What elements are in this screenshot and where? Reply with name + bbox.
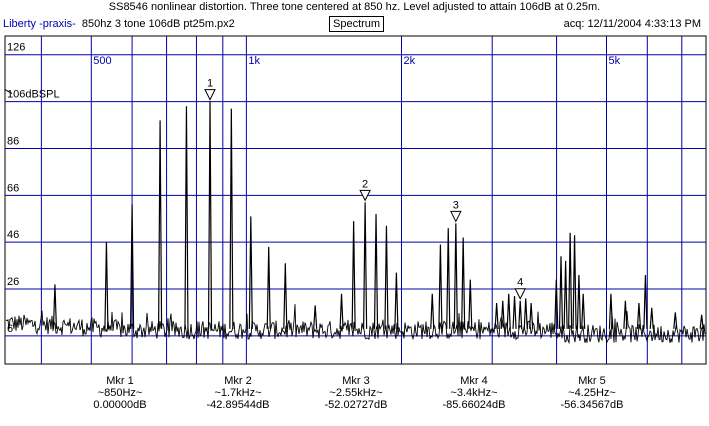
spectral-peak [529, 303, 534, 329]
marker-name: Mkr 5 [578, 375, 606, 387]
spectral-peak [494, 303, 499, 329]
marker-triangle [204, 89, 216, 101]
spectral-peak [512, 296, 517, 329]
marker-freq: ~1.7kHz~ [214, 387, 262, 399]
marker-freq: ~850Hz~ [97, 387, 143, 399]
marker-freq: ~3.4kHz~ [450, 387, 498, 399]
spectral-peak [576, 274, 582, 329]
marker-level: -52.02727dB [324, 399, 388, 411]
spectral-peak [518, 300, 523, 329]
marker-triangle [514, 288, 527, 300]
spectral-peak [461, 237, 466, 329]
spectral-peak [339, 293, 344, 329]
y-tick-label: 26 [7, 276, 19, 288]
file-info: Liberty -praxis- 850hz 3 tone 106dB pt25… [3, 18, 235, 30]
y-tick-label: 6 [7, 323, 13, 335]
marker-readout: Mkr 2 ~1.7kHz~ -42.89544dB [178, 375, 298, 411]
spectral-peak [581, 293, 586, 329]
spectrum-mode-button[interactable]: Spectrum [329, 16, 385, 32]
spectral-peak [453, 223, 458, 329]
marker-level: -85.66024dB [442, 399, 506, 411]
spectral-peak [523, 298, 528, 329]
marker-triangle [359, 189, 371, 202]
spectral-peak [248, 216, 253, 329]
spectral-peak [438, 244, 443, 329]
y-tick-label: 86 [7, 135, 19, 147]
spectral-peak [283, 263, 288, 329]
noise-trace [5, 304, 706, 345]
spectral-peak [157, 120, 163, 329]
spectral-peak [699, 314, 704, 329]
reference-flag [4, 89, 13, 95]
marker-number: 3 [453, 199, 459, 211]
spectral-peak [636, 303, 642, 329]
spectral-peak [373, 214, 379, 329]
marker-freq: ~2.55kHz~ [329, 387, 383, 399]
marker-number: 1 [207, 78, 213, 90]
marker-level: 0.00000dB [93, 399, 147, 411]
spectral-peak [229, 108, 234, 329]
marker-freq: ~4.25Hz~ [568, 387, 616, 399]
spectral-peak [313, 305, 318, 329]
acquisition-timestamp: acq: 12/11/2004 4:33:13 PM [563, 18, 701, 30]
marker-level: -42.89544dB [206, 399, 270, 411]
spectral-peak [554, 279, 559, 329]
spectral-peak [608, 293, 614, 329]
spectral-peak [351, 221, 356, 329]
spectral-peak [506, 293, 511, 329]
marker-name: Mkr 1 [106, 375, 134, 387]
y-tick-label: 46 [7, 229, 19, 241]
x-tick-label: 2k [403, 55, 415, 67]
marker-name: Mkr 4 [460, 375, 488, 387]
app-name: Liberty -praxis- [3, 18, 76, 30]
spectral-peak [446, 228, 451, 329]
spectral-peak [52, 284, 58, 329]
plot-frame [4, 35, 707, 365]
y-tick-label: 106dBSPL [7, 89, 60, 101]
spectral-peak [468, 279, 473, 329]
spectral-peak [363, 202, 368, 329]
marker-triangle [450, 210, 462, 223]
spectral-peak [394, 272, 399, 329]
x-tick-label: 500 [93, 55, 111, 67]
file-name: 850hz 3 tone 106dB pt25m.px2 [81, 18, 235, 30]
marker-readouts: Mkr 1 ~850Hz~ 0.00000dB Mkr 2 ~1.7kHz~ -42.89… [0, 375, 709, 425]
spectral-peak [384, 225, 389, 329]
spectral-peak [207, 101, 213, 329]
spectral-peak [568, 232, 573, 329]
y-tick-label: 66 [7, 182, 19, 194]
spectral-peak [104, 242, 109, 329]
marker-readout: Mkr 4 ~3.4kHz~ -85.66024dB [414, 375, 534, 411]
marker-readout: Mkr 1 ~850Hz~ 0.00000dB [60, 375, 180, 411]
spectral-peak [500, 300, 505, 329]
x-tick-label: 1k [248, 55, 260, 67]
marker-number: 2 [362, 178, 368, 190]
spectral-peak [430, 293, 435, 329]
spectral-peak [558, 256, 564, 329]
marker-readout: Mkr 3 ~2.55kHz~ -52.02727dB [296, 375, 416, 411]
spectral-peak [643, 274, 648, 329]
spectrum-chart: 500 1k 2k 5k 126 106dBSPL 86 66 46 26 6 1 2 3 4 [4, 35, 707, 365]
spectral-peak [649, 307, 654, 329]
x-tick-label: 5k [609, 55, 621, 67]
spectral-peak [129, 204, 135, 329]
marker-number: 4 [517, 277, 523, 289]
spectral-peak [572, 235, 577, 329]
spectral-peak [266, 246, 271, 329]
chart-title: SS8546 nonlinear distortion. Three tone … [108, 1, 601, 13]
spectral-peak [623, 300, 628, 329]
spectral-peak [563, 260, 568, 329]
marker-readout: Mkr 5 ~4.25Hz~ -56.34567dB [532, 375, 652, 411]
spectral-peak [184, 106, 189, 329]
marker-name: Mkr 3 [342, 375, 370, 387]
y-tick-label: 126 [7, 42, 25, 54]
spectral-peak [673, 312, 678, 329]
marker-name: Mkr 2 [224, 375, 252, 387]
marker-level: -56.34567dB [560, 399, 624, 411]
